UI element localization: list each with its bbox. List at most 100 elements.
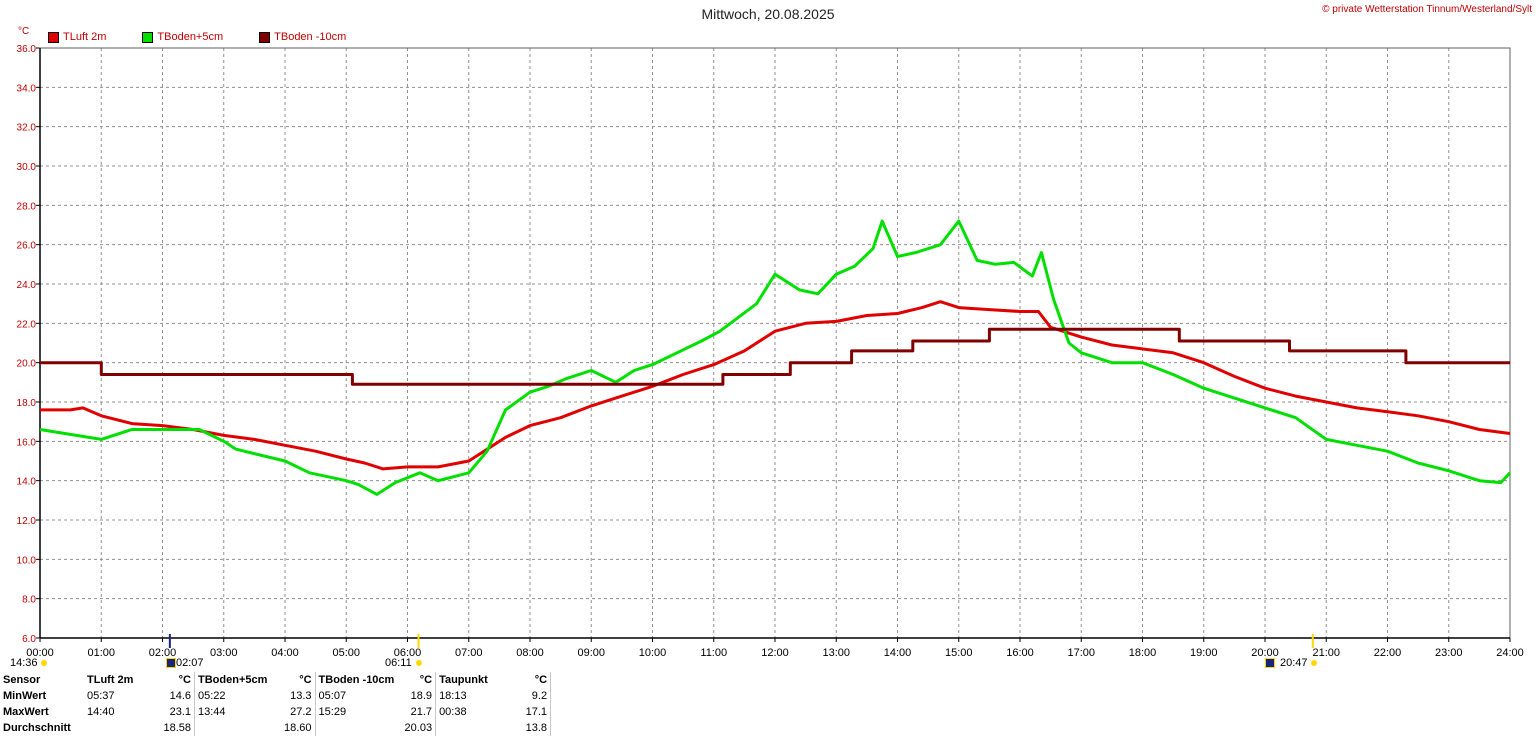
chart-title: Mittwoch, 20.08.2025 [701,6,835,22]
y-tick-label: 26.0 [17,241,37,252]
legend-swatch [142,31,154,43]
x-tick-label: 16:00 [1006,647,1034,659]
stats-cell: 05:22 [198,689,226,702]
stats-cell: 00:38 [439,705,467,718]
x-tick-label: 17:00 [1067,647,1095,659]
chart: 6.0 8.0 10.0 12.0 14.0 16.0 18.0 20.0 22.0 24.0 26… [17,44,1524,659]
x-tick-label: 21:00 [1312,647,1340,659]
stats-cell: 15:29 [318,705,347,718]
series-line-2 [40,327,1510,386]
legend-item-tboden10: TBoden -10cm [259,31,346,43]
stats-row-max: MaxWert 14:40 23.1 13:44 27.2 15:29 21.7… [0,704,552,720]
x-tick-label: 19:00 [1190,647,1218,659]
y-tick-label: 6.0 [22,634,36,645]
stats-row-label: MinWert [3,689,47,702]
x-tick-label: 15:00 [945,647,973,659]
stats-cell: 18.58 [160,720,195,736]
stats-cell [84,720,160,736]
stats-header: °C [514,672,552,688]
stats-cell: 05:37 [87,689,115,702]
stats-cell [195,720,282,736]
sun-icon [41,660,47,666]
stats-header: TBoden+5cm [198,673,268,686]
stats-header: °C [401,672,437,688]
stats-header-row: Sensor TLuft 2m °C TBoden+5cm °C TBoden … [0,672,552,688]
y-tick-label: 24.0 [17,280,37,291]
x-tick-label: 11:00 [700,647,727,659]
stats-header: Taupunkt [439,673,488,686]
y-tick-label: 20.0 [17,359,37,370]
y-tick-label: 30.0 [17,162,37,173]
x-tick-label: 02:00 [149,647,177,659]
y-tick-label: 32.0 [17,123,37,134]
y-tick-label: 12.0 [17,516,37,527]
sunset-time-label: 20:47 [1280,657,1308,669]
stats-cell: 13.3 [281,688,316,704]
legend-swatch [259,31,271,43]
left-time-label: 14:36 [10,657,38,669]
stats-cell: 05:07 [318,689,347,702]
stats-cell: 14:40 [87,705,115,718]
legend: TLuft 2m TBoden+5cm TBoden -10cm [48,31,382,43]
x-tick-label: 24:00 [1496,647,1524,659]
x-tick-label: 10:00 [639,647,667,659]
stats-cell: 23.1 [160,704,195,720]
legend-label: TBoden+5cm [157,31,224,43]
stats-row-avg: Durchschnitt 18.58 18.60 20.03 13.8 [0,720,552,736]
stats-row-label: MaxWert [3,705,49,718]
stats-cell: 18:13 [439,689,467,702]
y-tick-label: 34.0 [17,83,37,94]
stats-cell: 13.8 [514,720,552,736]
x-tick-label: 01:00 [87,647,115,659]
sunrise-time-label: 06:11 [385,657,412,669]
y-tick-label: 18.0 [17,398,37,409]
stats-header: TBoden -10cm [318,673,395,686]
stats-table: Sensor TLuft 2m °C TBoden+5cm °C TBoden … [0,672,560,743]
x-tick-label: 03:00 [210,647,238,659]
sunrise-icon [416,660,422,666]
stats-cell: 17.1 [514,704,552,720]
stats-cell: 13:44 [198,705,226,718]
y-tick-label: 28.0 [17,201,37,212]
sunset-icon [1311,660,1317,666]
legend-swatch [48,31,59,43]
stats-cell [315,720,402,736]
x-tick-label: 12:00 [761,647,789,659]
x-tick-label: 09:00 [577,647,605,659]
stats-header: Sensor [3,673,41,686]
series-line-0 [40,300,1511,471]
stats-cell: 21.7 [401,704,437,720]
x-tick-label: 05:00 [332,647,360,659]
stats-cell [436,720,515,736]
stats-cell: 9.2 [514,688,552,704]
stats-cell: 27.2 [281,704,316,720]
y-tick-label: 16.0 [17,437,37,448]
legend-label: TBoden -10cm [274,31,347,43]
stats-header: TLuft 2m [87,673,134,686]
y-tick-label: 36.0 [17,44,37,55]
x-tick-label: 07:00 [455,647,483,659]
series-line-1 [39,219,1512,496]
legend-item-tluft: TLuft 2m [48,31,106,43]
copyright-text: © private Wetterstation Tinnum/Westerlan… [1322,4,1532,15]
y-tick-label: 8.0 [22,595,36,606]
stats-row-label: Durchschnitt [3,721,71,734]
x-tick-label: 06:00 [394,647,422,659]
y-tick-label: 10.0 [17,555,37,566]
stats-header: °C [281,672,316,688]
legend-item-tboden5: TBoden+5cm [142,31,223,43]
legend-label: TLuft 2m [63,31,107,43]
x-tick-label: 20:00 [1251,647,1279,659]
stats-cell: 18.9 [401,688,437,704]
x-tick-label: 23:00 [1435,647,1463,659]
x-tick-label: 04:00 [271,647,299,659]
x-tick-label: 14:00 [884,647,912,659]
y-tick-label: 14.0 [17,477,37,488]
stats-cell: 20.03 [401,720,437,736]
y-unit-label: °C [18,26,30,37]
stats-header: °C [160,672,195,688]
x-tick-label: 00:00 [26,647,54,659]
stats-row-min: MinWert 05:37 14.6 05:22 13.3 05:07 18.9… [0,688,552,704]
moonrise-time-label: 02:07 [176,657,204,669]
y-tick-label: 22.0 [17,319,37,330]
